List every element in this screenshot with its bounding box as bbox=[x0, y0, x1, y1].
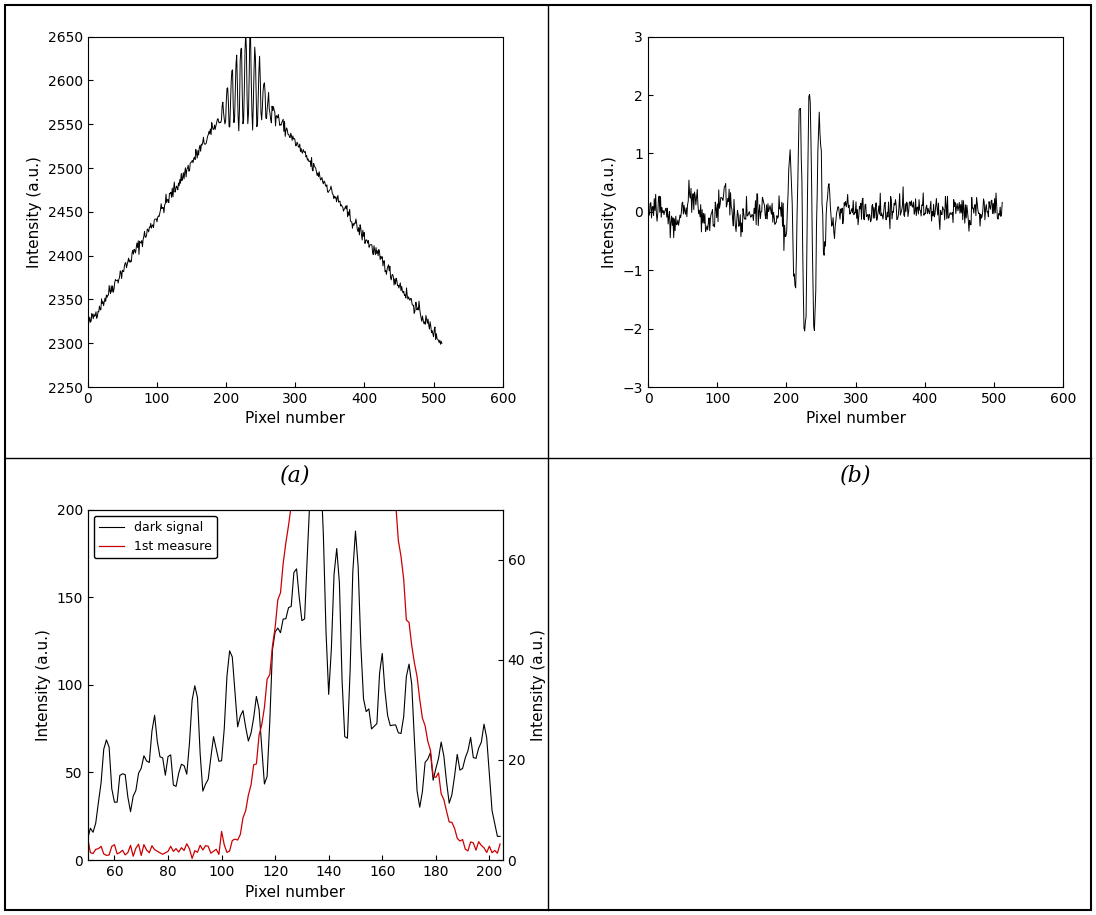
X-axis label: Pixel number: Pixel number bbox=[246, 885, 345, 899]
dark signal bbox=[370, 718, 384, 729]
Legend: dark signal, 1st measure: dark signal, 1st measure bbox=[94, 516, 217, 558]
1st measure bbox=[373, 324, 386, 335]
Text: (b): (b) bbox=[840, 464, 871, 486]
1st measure bbox=[486, 847, 499, 858]
dark signal bbox=[279, 613, 293, 624]
dark signal bbox=[493, 831, 506, 842]
dark signal bbox=[483, 769, 496, 780]
Text: (a): (a) bbox=[279, 464, 310, 486]
1st measure bbox=[454, 835, 467, 846]
dark signal bbox=[450, 748, 464, 759]
Line: dark signal: dark signal bbox=[88, 469, 500, 839]
Y-axis label: Intensity (a.u.): Intensity (a.u.) bbox=[602, 156, 617, 268]
X-axis label: Pixel number: Pixel number bbox=[806, 412, 905, 426]
1st measure bbox=[493, 838, 506, 849]
1st measure bbox=[459, 844, 472, 855]
dark signal bbox=[81, 834, 94, 845]
1st measure bbox=[432, 768, 445, 779]
dark signal bbox=[456, 763, 469, 774]
Y-axis label: Intensity (a.u.): Intensity (a.u.) bbox=[27, 156, 42, 268]
1st measure bbox=[354, 205, 367, 216]
Y-axis label: Intensity (a.u.): Intensity (a.u.) bbox=[530, 629, 546, 741]
dark signal bbox=[315, 464, 328, 475]
Line: 1st measure: 1st measure bbox=[88, 210, 500, 858]
dark signal bbox=[430, 763, 443, 774]
1st measure bbox=[81, 833, 94, 844]
1st measure bbox=[185, 853, 198, 864]
Y-axis label: Intensity (a.u.): Intensity (a.u.) bbox=[36, 629, 50, 741]
X-axis label: Pixel number: Pixel number bbox=[246, 412, 345, 426]
1st measure bbox=[282, 520, 295, 531]
